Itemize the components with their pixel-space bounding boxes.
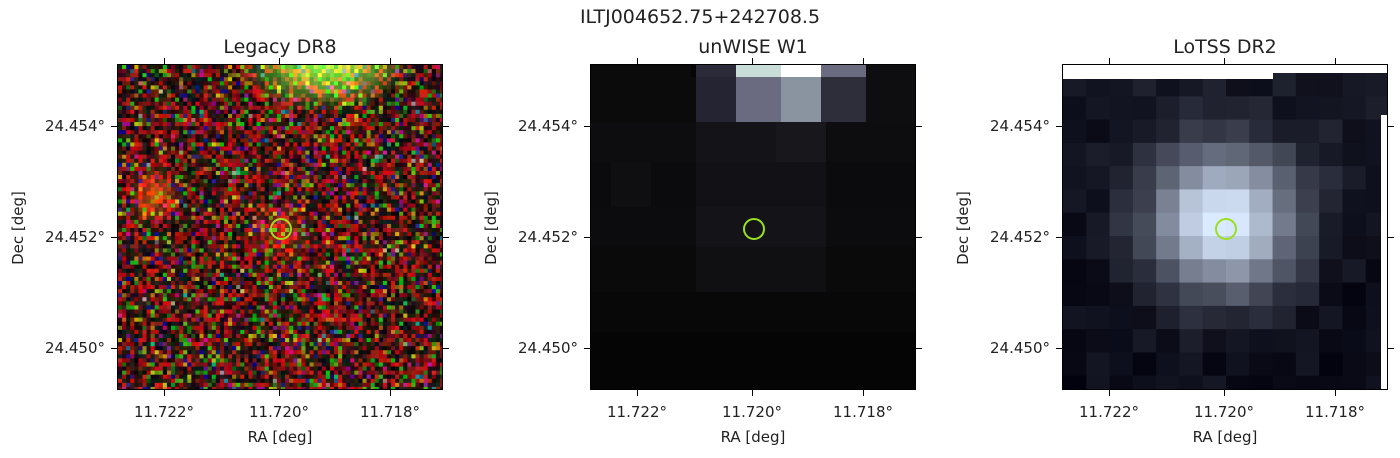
axis-tick <box>1109 390 1110 396</box>
x-tick-label: 11.722° <box>607 403 667 421</box>
axis-tick <box>916 348 922 349</box>
source-marker-circle <box>270 218 292 240</box>
axis-tick <box>863 58 864 64</box>
y-tick-label: 24.450° <box>990 339 1050 357</box>
axis-tick <box>637 390 638 396</box>
legacy-image <box>117 64 443 390</box>
axis-tick <box>164 58 165 64</box>
x-axis-title: RA [deg] <box>247 428 313 446</box>
x-tick-label: 11.720° <box>1194 403 1254 421</box>
y-tick-label: 24.452° <box>518 228 578 246</box>
axis-tick <box>1335 58 1336 64</box>
x-tick-label: 11.718° <box>1305 403 1365 421</box>
axis-tick <box>164 390 165 396</box>
axis-tick <box>584 237 590 238</box>
x-tick-label: 11.720° <box>722 403 782 421</box>
y-tick-label: 24.450° <box>518 339 578 357</box>
panel-title: LoTSS DR2 <box>1173 36 1277 58</box>
axis-tick <box>637 58 638 64</box>
axis-tick <box>1388 237 1394 238</box>
axis-tick <box>279 390 280 396</box>
axis-tick <box>111 126 117 127</box>
x-tick-label: 11.718° <box>360 403 420 421</box>
y-tick-label: 24.454° <box>45 117 105 135</box>
axis-tick <box>111 237 117 238</box>
axis-tick <box>1109 58 1110 64</box>
lotss-image <box>1062 64 1388 390</box>
unwise-image <box>590 64 916 390</box>
panel-title: Legacy DR8 <box>223 36 337 58</box>
panel-legacy-dr8: Legacy DR8 Dec [deg] 24.454° 24.452° 24.… <box>0 0 443 458</box>
source-marker-circle <box>1215 218 1237 240</box>
panel-unwise-w1: unWISE W1 Dec [deg] 24.454° 24.452° 24.4… <box>473 0 916 458</box>
axis-tick <box>584 348 590 349</box>
y-tick-label: 24.450° <box>45 339 105 357</box>
axis-tick <box>584 126 590 127</box>
axis-tick <box>390 390 391 396</box>
axis-tick <box>111 348 117 349</box>
axis-tick <box>1388 348 1394 349</box>
axis-tick <box>863 390 864 396</box>
y-tick-label: 24.452° <box>990 228 1050 246</box>
axis-tick <box>1224 390 1225 396</box>
axis-tick <box>1388 126 1394 127</box>
x-axis-title: RA [deg] <box>720 428 786 446</box>
axis-tick <box>443 126 449 127</box>
axis-tick <box>1335 390 1336 396</box>
figure-title: ILTJ004652.75+242708.5 <box>579 6 821 28</box>
y-tick-label: 24.454° <box>518 117 578 135</box>
panel-lotss-dr2: LoTSS DR2 Dec [deg] 24.454° 24.452° 24.4… <box>945 0 1388 458</box>
axis-tick <box>390 58 391 64</box>
axis-tick <box>1224 58 1225 64</box>
x-tick-label: 11.720° <box>249 403 309 421</box>
axis-tick <box>279 58 280 64</box>
panel-title: unWISE W1 <box>698 36 808 58</box>
axis-tick <box>1056 126 1062 127</box>
axis-tick <box>916 237 922 238</box>
axis-tick <box>916 126 922 127</box>
y-tick-label: 24.454° <box>990 117 1050 135</box>
legacy-image-pixels <box>118 65 442 389</box>
source-marker-circle <box>743 218 765 240</box>
x-tick-label: 11.722° <box>134 403 194 421</box>
axis-tick <box>752 58 753 64</box>
axis-tick <box>443 237 449 238</box>
y-tick-label: 24.452° <box>45 228 105 246</box>
axis-tick <box>1056 348 1062 349</box>
axis-tick <box>752 390 753 396</box>
axis-tick <box>443 348 449 349</box>
x-tick-label: 11.718° <box>833 403 893 421</box>
x-tick-label: 11.722° <box>1079 403 1139 421</box>
axis-tick <box>1056 237 1062 238</box>
x-axis-title: RA [deg] <box>1192 428 1258 446</box>
